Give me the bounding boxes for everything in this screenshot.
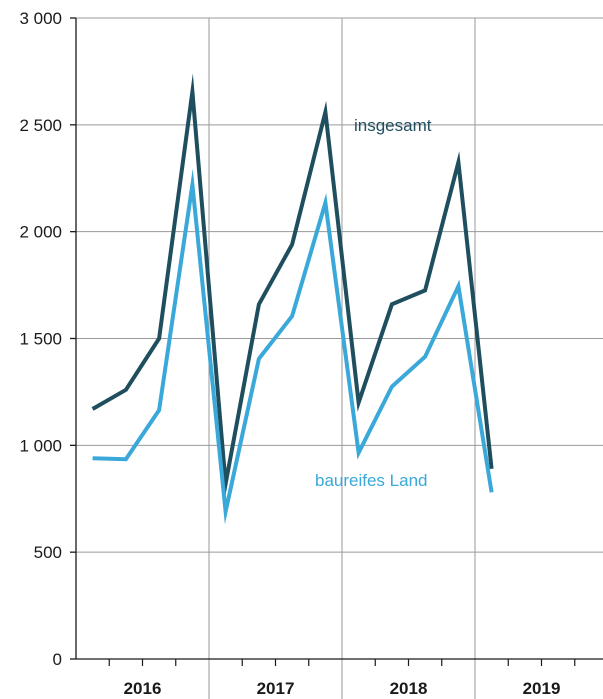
y-tick-label: 1 000 <box>19 436 62 455</box>
x-year-label: 2017 <box>257 679 295 698</box>
x-year-label: 2018 <box>390 679 428 698</box>
y-tick-label: 2 000 <box>19 223 62 242</box>
x-year-label: 2016 <box>124 679 162 698</box>
y-tick-label: 3 000 <box>19 9 62 28</box>
y-tick-label: 1 500 <box>19 330 62 349</box>
y-tick-label: 500 <box>34 543 62 562</box>
grid <box>76 17 603 699</box>
series-line-insgesamt <box>91 73 494 499</box>
series-lines <box>91 73 494 525</box>
axes <box>70 17 603 666</box>
series-label: baureifes Land <box>315 471 427 490</box>
series-line-baureifes-land <box>92 168 494 525</box>
series-label: insgesamt <box>354 116 432 135</box>
x-year-label: 2019 <box>523 679 561 698</box>
y-tick-label: 0 <box>53 650 62 669</box>
labels: 0 500 1 000 1 500 2 000 2 500 3 000 2016 2017 201… <box>19 9 560 698</box>
y-tick-label: 2 500 <box>19 116 62 135</box>
